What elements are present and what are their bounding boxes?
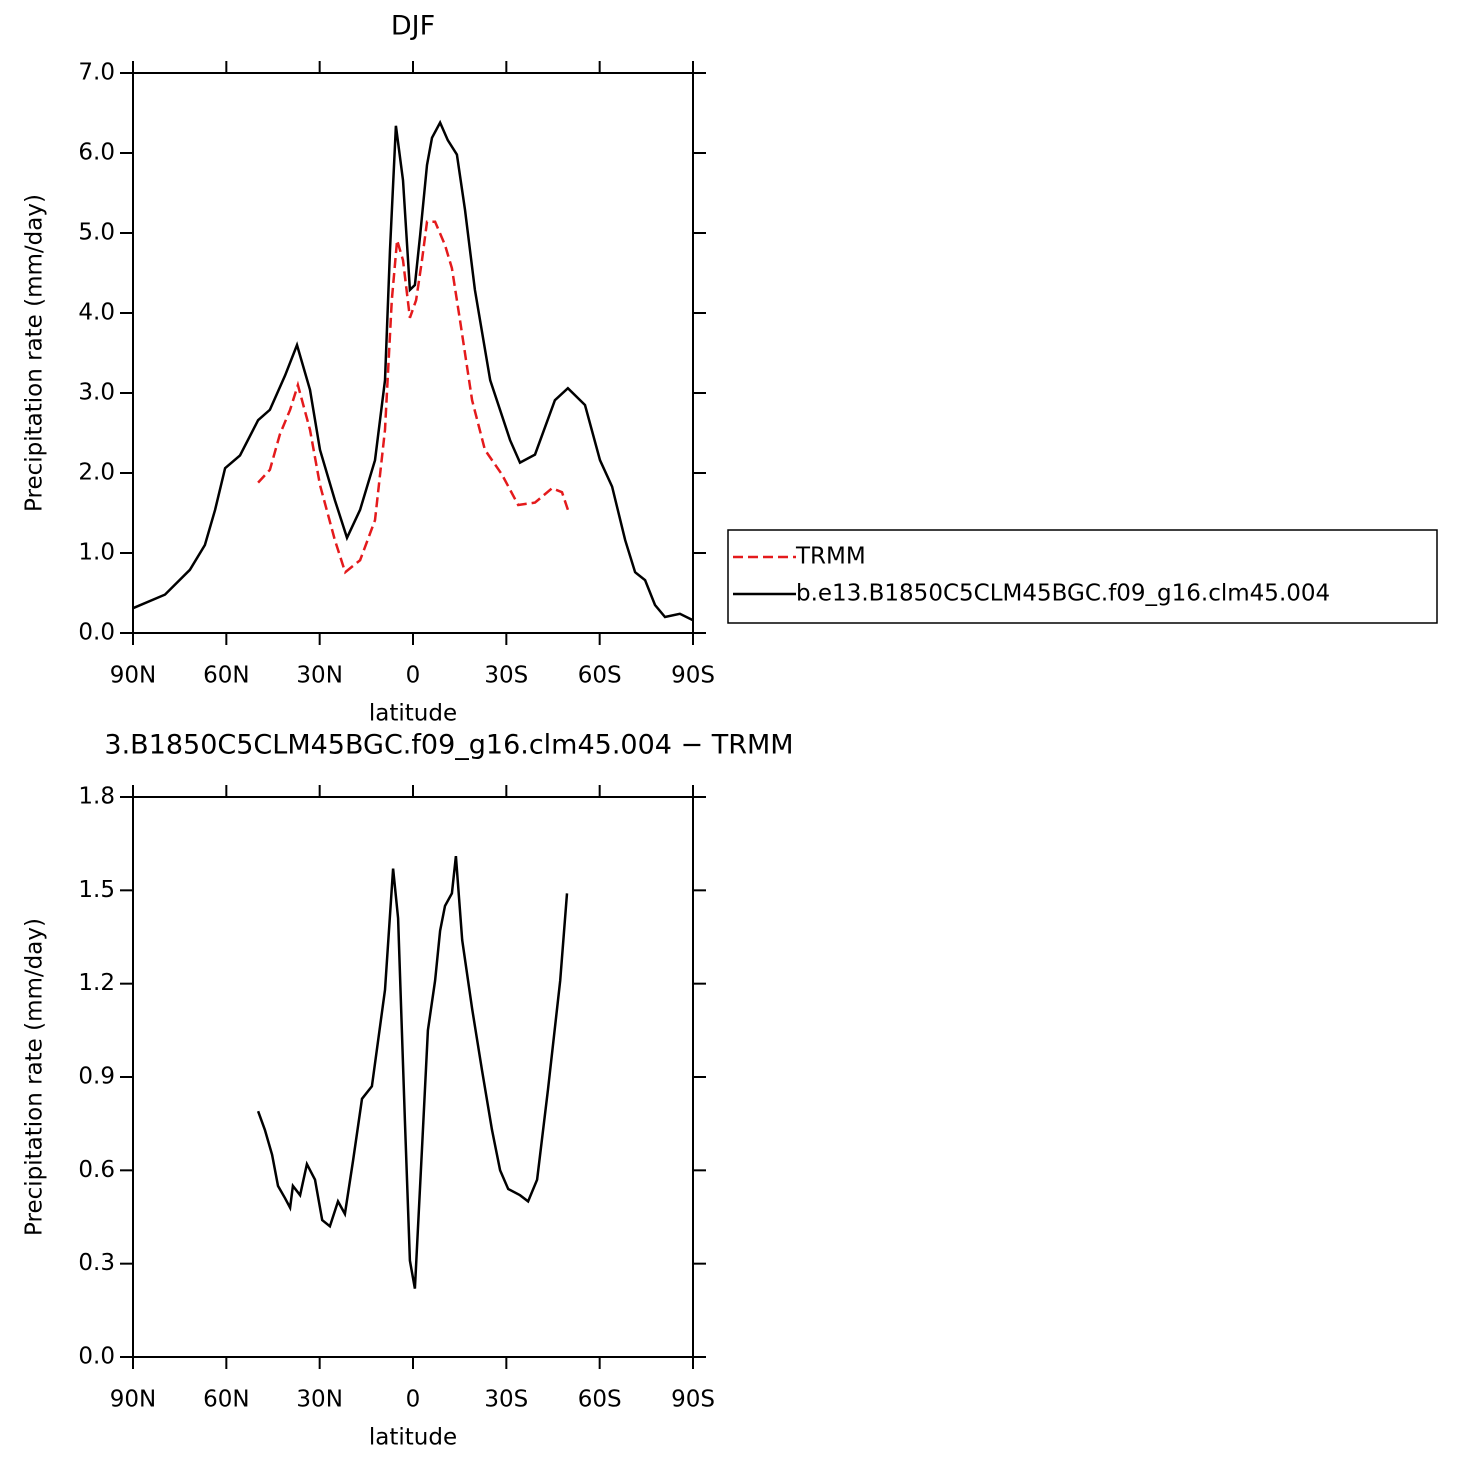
y-tick-label: 0.9 xyxy=(78,1064,115,1090)
y-tick-label: 0.6 xyxy=(78,1157,115,1183)
y-tick-label: 0.3 xyxy=(78,1250,115,1276)
y-tick-label: 1.2 xyxy=(78,970,115,996)
x-tick-label: 90N xyxy=(110,663,156,689)
y-tick-label: 1.0 xyxy=(78,540,115,566)
x-tick-label: 60N xyxy=(203,1387,249,1413)
chart-title: 3.B1850C5CLM45BGC.f09_g16.clm45.004 − TR… xyxy=(104,730,793,761)
data-line xyxy=(256,855,569,1289)
x-tick-label: 60N xyxy=(203,663,249,689)
data-line xyxy=(257,220,570,575)
y-tick-label: 5.0 xyxy=(78,220,115,246)
x-tick-label: 30S xyxy=(484,1387,528,1413)
x-axis-label: latitude xyxy=(369,701,457,727)
x-tick-label: 90S xyxy=(671,663,715,689)
y-tick-label: 7.0 xyxy=(78,60,115,86)
x-tick-label: 90S xyxy=(671,1387,715,1413)
chart-title: DJF xyxy=(391,11,435,42)
legend-label: b.e13.B1850C5CLM45BGC.f09_g16.clm45.004 xyxy=(796,581,1330,607)
x-tick-label: 60S xyxy=(578,663,622,689)
y-tick-label: 1.5 xyxy=(78,877,115,903)
x-axis-label: latitude xyxy=(369,1425,457,1451)
y-axis-label: Precipitation rate (mm/day) xyxy=(22,918,48,1236)
y-axis-label: Precipitation rate (mm/day) xyxy=(22,194,48,512)
data-line xyxy=(132,119,694,622)
x-tick-label: 30N xyxy=(296,663,342,689)
legend-label: TRMM xyxy=(795,544,866,570)
plot-frame xyxy=(132,72,694,634)
y-tick-label: 4.0 xyxy=(78,300,115,326)
x-tick-label: 90N xyxy=(110,1387,156,1413)
legend-box xyxy=(727,529,1438,624)
y-tick-label: 0.0 xyxy=(78,620,115,646)
y-tick-label: 0.0 xyxy=(78,1344,115,1370)
x-tick-label: 0 xyxy=(406,663,421,689)
x-tick-label: 30S xyxy=(484,663,528,689)
y-tick-label: 2.0 xyxy=(78,460,115,486)
x-tick-label: 0 xyxy=(406,1387,421,1413)
y-tick-label: 3.0 xyxy=(78,380,115,406)
x-tick-label: 30N xyxy=(296,1387,342,1413)
x-tick-label: 60S xyxy=(578,1387,622,1413)
y-tick-label: 6.0 xyxy=(78,140,115,166)
plot-frame xyxy=(132,796,694,1358)
y-tick-label: 1.8 xyxy=(78,784,115,810)
